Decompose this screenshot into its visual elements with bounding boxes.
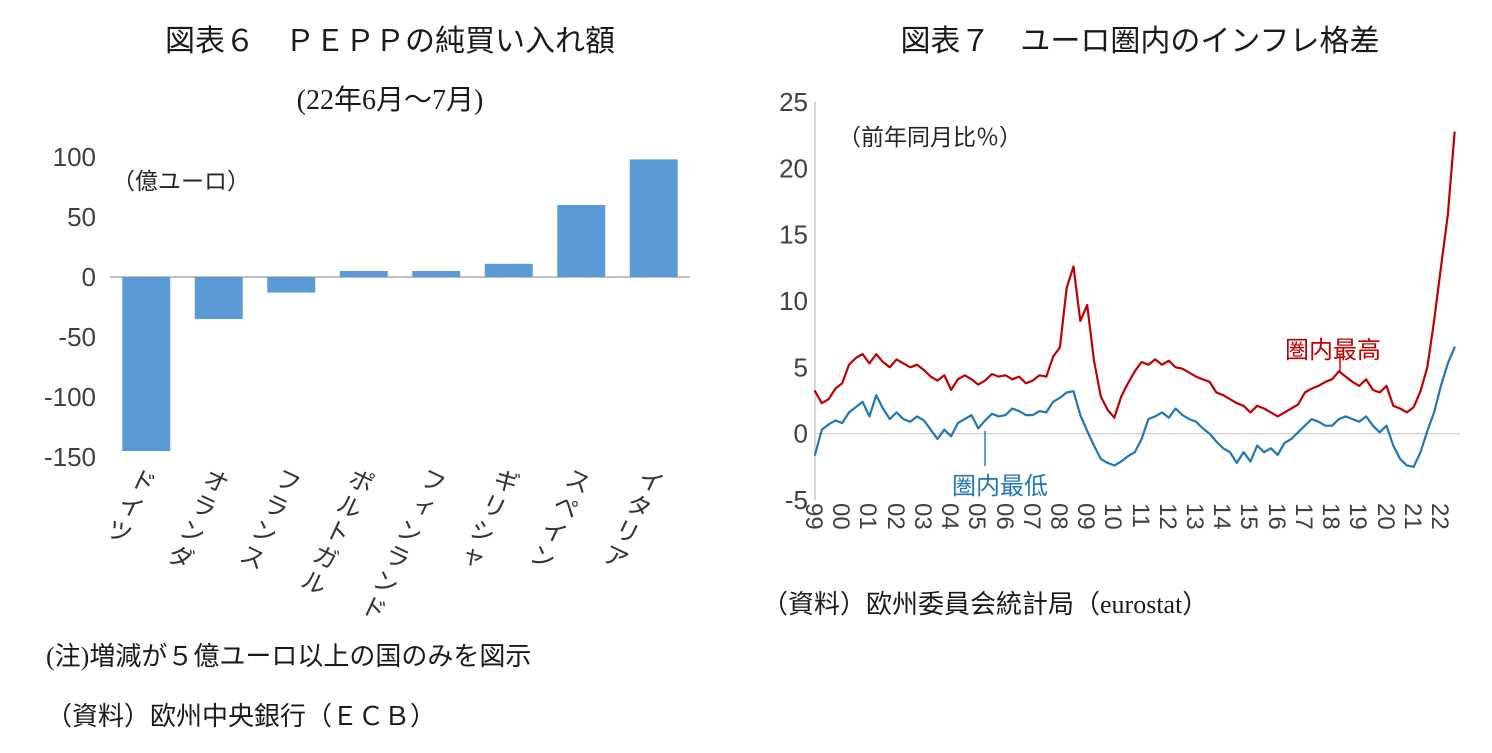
figure7-inflation-line-chart: 図表７ ユーロ圏内のインフレ格差 （前年同月比％） 25 20 15 10 5 0 -5 9… [760, 0, 1492, 753]
y-tick-label: 10 [779, 286, 808, 316]
figure6-note: (注)増減が５億ユーロ以上の国のみを図示 [46, 642, 532, 671]
figure6-plot-area: 100 50 0 -50 -100 -150 [44, 142, 690, 472]
x-tick-label: 17 [1289, 503, 1317, 530]
bar [122, 277, 171, 451]
figure6-source: （資料）欧州中央銀行（ＥＣＢ） [46, 702, 437, 731]
bar [629, 159, 678, 277]
series-line-min [813, 346, 1456, 468]
y-tick-label: 25 [779, 90, 808, 117]
y-tick-label: 50 [67, 202, 96, 232]
x-tick-label: 09 [1072, 503, 1100, 530]
y-tick-label: 5 [794, 352, 808, 382]
x-tick-label: 00 [827, 503, 855, 530]
x-tick-label: 19 [1344, 503, 1372, 530]
y-tick-label: -5 [785, 485, 808, 515]
y-tick-label: 15 [779, 220, 808, 250]
series-line-max [813, 131, 1456, 419]
y-tick-label: 20 [779, 153, 808, 183]
figure7-source: （資料）欧州委員会統計局（eurostat） [762, 590, 1209, 619]
y-tick-label: -150 [44, 442, 96, 472]
bar [339, 271, 388, 277]
figure6-pepp-bar-chart: 図表６ ＰＥＰＰの純買い入れ額 (22年6月～7月) （億ユーロ） 100 50 0… [0, 0, 715, 753]
x-tick-label: 07 [1017, 503, 1045, 530]
figure7-title: 図表７ ユーロ圏内のインフレ格差 [900, 25, 1380, 58]
figure7-unit-label: （前年同月比％） [838, 125, 1022, 150]
figure7-plot-area: 25 20 15 10 5 0 -5 [779, 90, 1460, 515]
x-tick-label: 06 [990, 503, 1018, 530]
figure6-unit-label: （億ユーロ） [112, 169, 250, 194]
x-tick-label: 01 [854, 503, 882, 530]
x-tick-label: 16 [1262, 503, 1290, 530]
x-tick-label: 05 [963, 503, 991, 530]
y-tick-label: 0 [794, 419, 808, 449]
x-tick-label: 03 [908, 503, 936, 530]
x-tick-label: 12 [1153, 503, 1181, 530]
x-tick-label: 02 [881, 503, 909, 530]
x-tick-label: 04 [936, 503, 964, 530]
x-tick-label: 99 [800, 503, 827, 530]
bar [412, 271, 461, 277]
y-tick-label: -50 [58, 322, 96, 352]
x-tick-label: 22 [1425, 503, 1453, 530]
x-tick-label: 11 [1126, 503, 1154, 528]
bar [557, 205, 606, 277]
y-tick-label: 0 [82, 262, 96, 292]
x-tick-label: 10 [1099, 503, 1127, 530]
y-tick-label: 100 [53, 142, 96, 172]
x-tick-label: 20 [1371, 503, 1399, 530]
figure6-title: 図表６ ＰＥＰＰの純買い入れ額 [165, 25, 615, 58]
figure6-subtitle: (22年6月～7月) [296, 85, 484, 116]
annotation-min-series: 圏内最低 [952, 474, 1048, 500]
x-tick-label: 18 [1317, 503, 1345, 530]
x-tick-label: 21 [1398, 503, 1426, 530]
x-tick-label: 13 [1181, 503, 1208, 530]
bar [194, 277, 243, 319]
annotation-max-series: 圏内最高 [1285, 338, 1381, 364]
x-tick-label: 15 [1235, 503, 1263, 530]
x-tick-label: 08 [1044, 503, 1072, 530]
x-tick-label: 14 [1208, 503, 1236, 530]
bar [267, 277, 316, 293]
bar [484, 263, 533, 277]
y-tick-label: -100 [44, 382, 96, 412]
